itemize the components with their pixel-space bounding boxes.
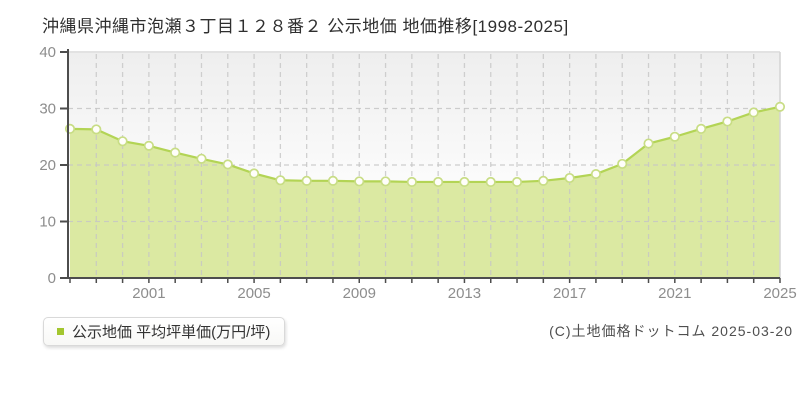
data-point-marker [511, 176, 523, 187]
x-axis-tick-label: 2013 [448, 285, 481, 302]
x-axis-tick-label: 2005 [237, 285, 270, 302]
x-axis-tick-label: 2001 [132, 285, 165, 302]
data-point-marker [170, 147, 181, 158]
copyright-text: (C)土地価格ドットコム 2025-03-20 [549, 323, 793, 339]
data-point-marker [327, 175, 339, 186]
data-point-marker [249, 168, 260, 179]
data-point-marker [354, 176, 365, 187]
legend-swatch-icon [57, 328, 64, 335]
legend-label: 公示地価 平均坪単価(万円/坪) [72, 324, 271, 341]
data-point-marker [590, 168, 601, 180]
data-point-marker [117, 136, 128, 147]
data-point-marker [222, 159, 233, 170]
data-point-marker [643, 138, 654, 149]
y-axis-tick-label: 30 [39, 101, 56, 118]
data-point-marker [275, 175, 286, 186]
data-point-marker [538, 175, 549, 186]
y-axis-tick-label: 40 [39, 44, 56, 61]
x-axis-tick-label: 2017 [553, 285, 586, 302]
data-point-marker [91, 124, 102, 135]
area-fill [70, 106, 780, 279]
x-axis-tick-label: 2021 [658, 285, 691, 302]
data-point-marker [433, 176, 444, 187]
series-line [69, 105, 781, 184]
y-axis-tick-label: 0 [48, 270, 56, 287]
legend: 公示地価 平均坪単価(万円/坪) [43, 317, 286, 346]
data-point-marker [774, 101, 786, 112]
data-point-marker [748, 107, 759, 118]
data-point-marker [722, 116, 733, 127]
data-point-marker [459, 176, 470, 187]
y-axis-tick-label: 10 [39, 214, 56, 231]
data-point-marker [617, 158, 628, 169]
data-point-marker [196, 153, 207, 164]
data-point-marker [143, 140, 154, 151]
data-point-marker [564, 172, 575, 184]
data-point-marker [485, 176, 496, 187]
x-axis-tick-label: 2009 [343, 285, 376, 302]
data-point-marker [380, 176, 391, 187]
data-point-marker [669, 131, 680, 142]
chart-title: 沖縄県沖縄市泡瀬３丁目１２８番２ 公示地価 地価推移[1998-2025] [42, 17, 569, 36]
data-point-marker [301, 175, 312, 186]
x-axis-tick-label: 2025 [763, 285, 796, 302]
y-axis-tick-label: 20 [39, 157, 56, 174]
data-point-marker [696, 123, 707, 134]
data-point-marker [406, 176, 417, 187]
